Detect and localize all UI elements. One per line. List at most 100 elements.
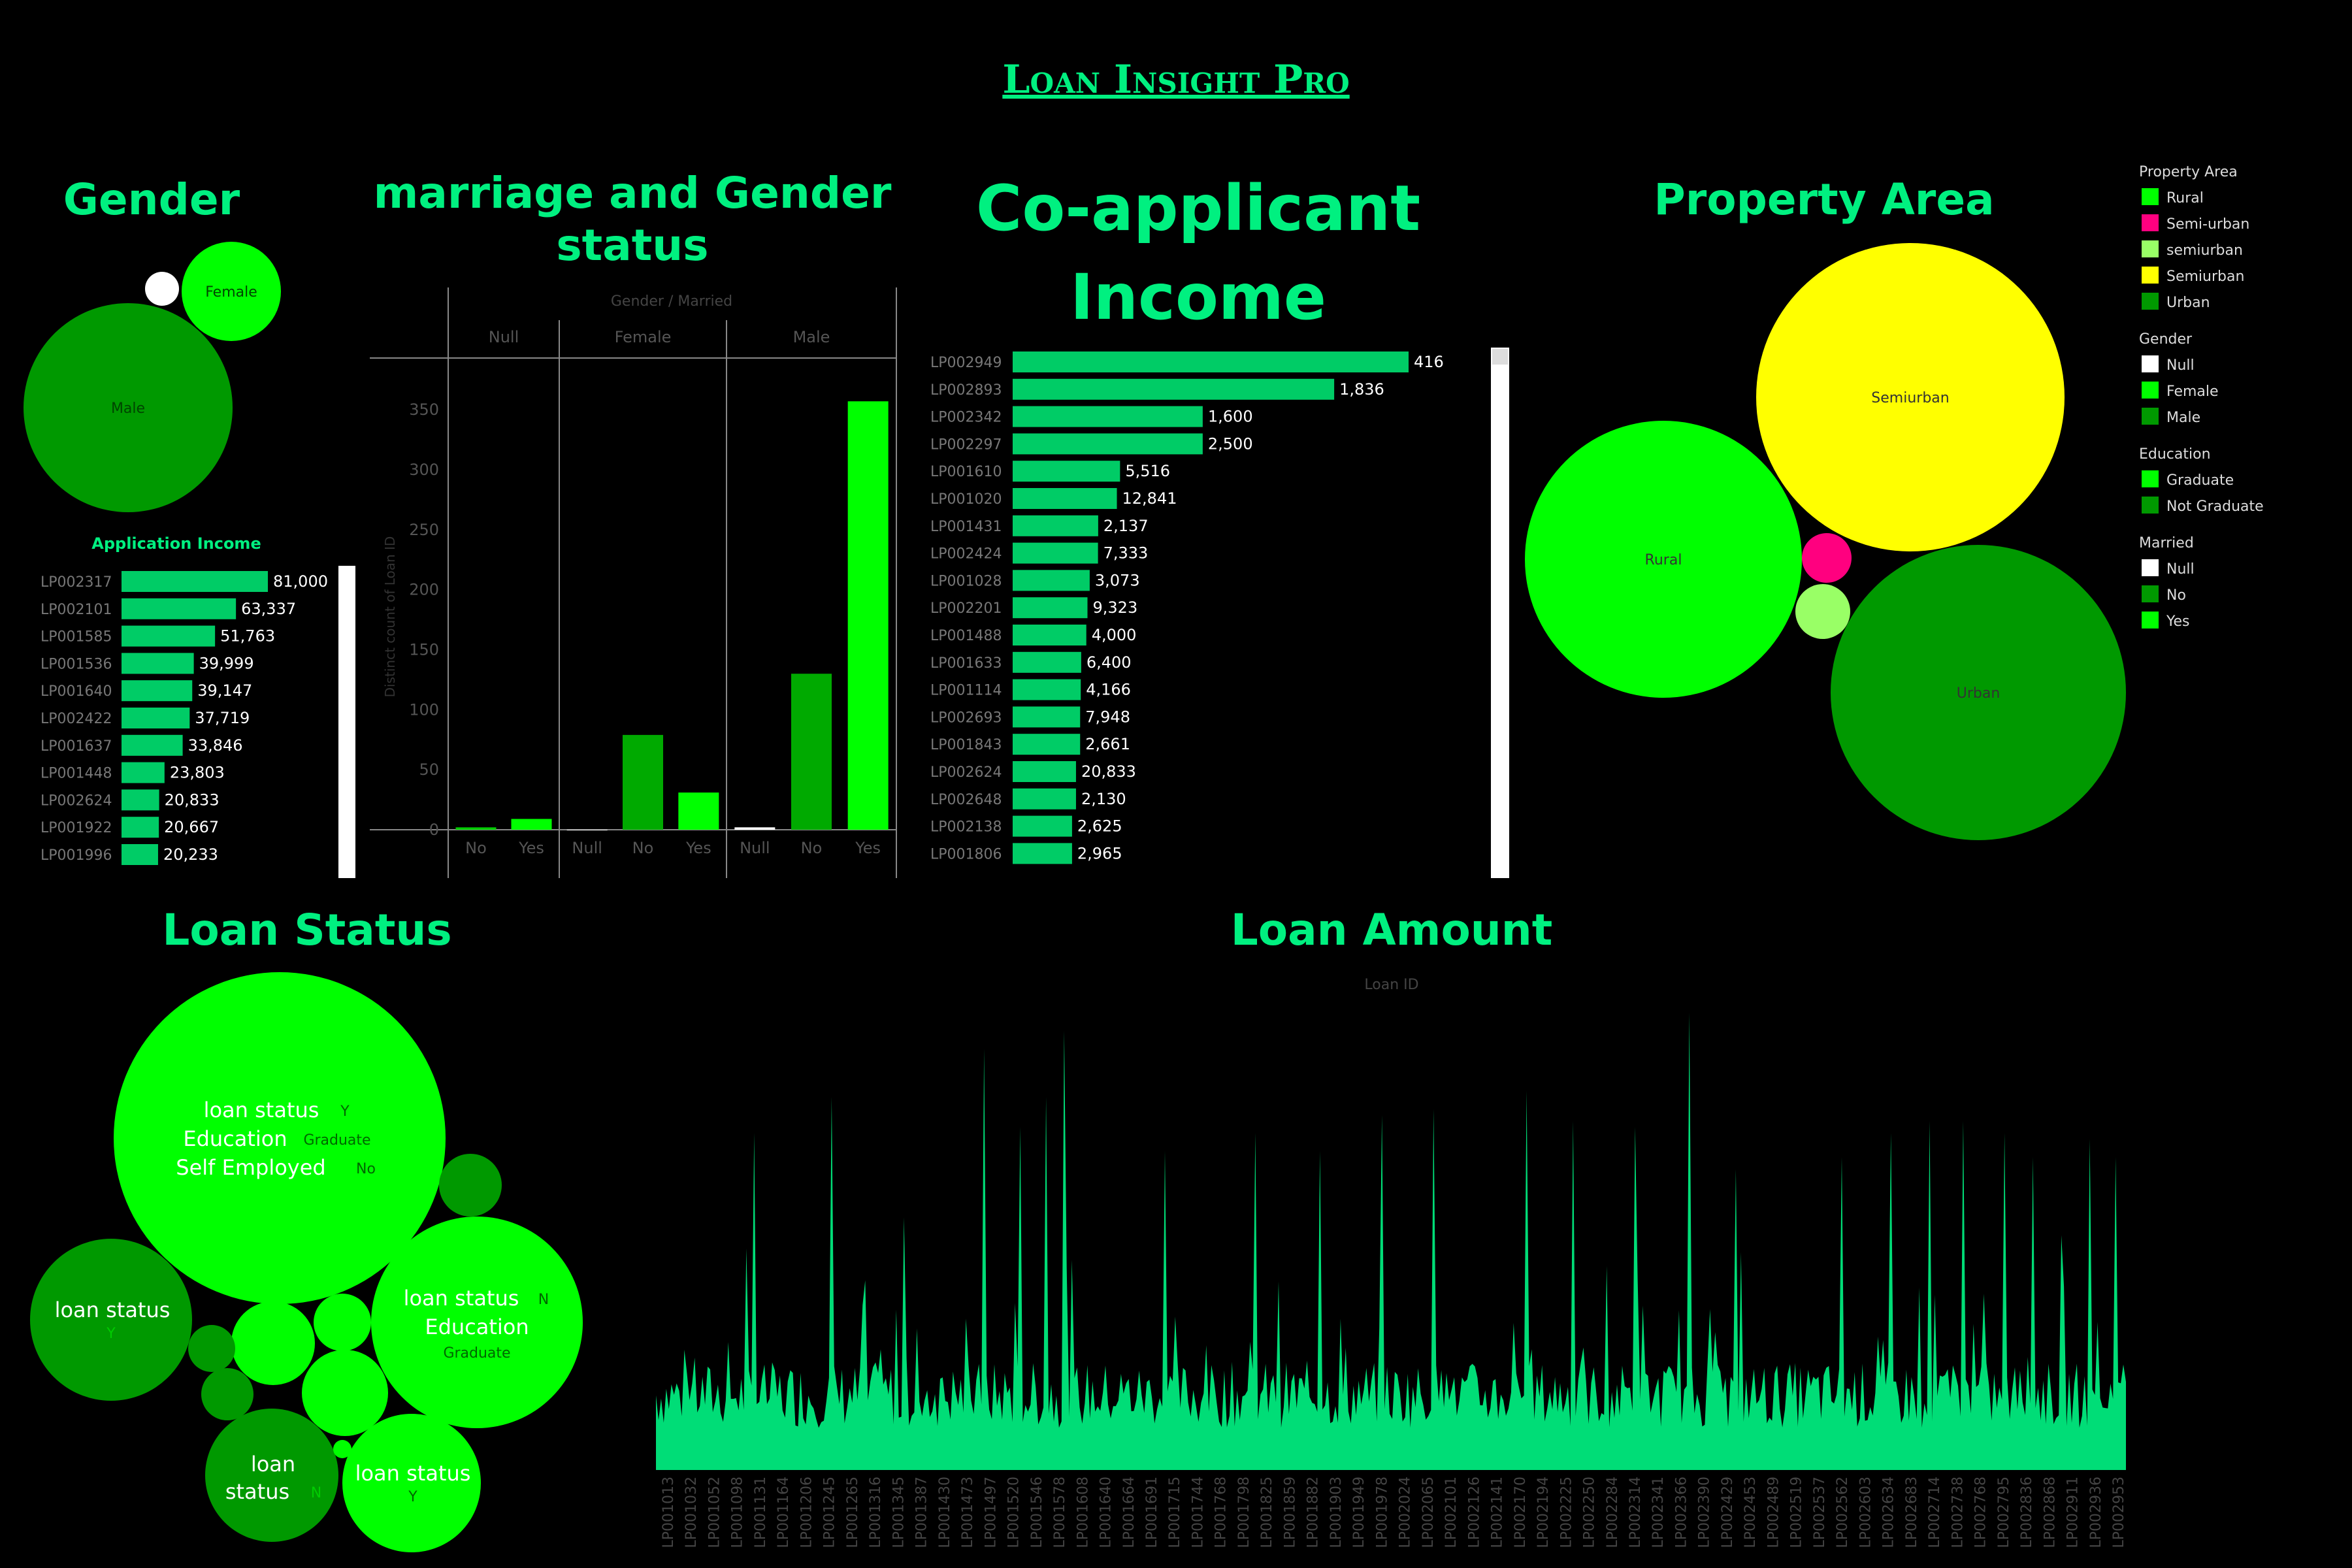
- coapplicant-bar[interactable]: [1013, 734, 1081, 755]
- coapplicant-bar[interactable]: [1013, 679, 1081, 700]
- application-income-bar[interactable]: [122, 571, 268, 592]
- legend-swatch: [2142, 470, 2159, 487]
- property-bubble-rural[interactable]: [1525, 421, 1802, 698]
- legend-item-label[interactable]: Rural: [2166, 190, 2204, 206]
- application-income-bar[interactable]: [122, 708, 190, 728]
- legend-swatch: [2142, 188, 2159, 205]
- loan-amount-x-tick: LP002141: [1490, 1477, 1506, 1548]
- gender-bubble-male[interactable]: [24, 303, 233, 512]
- loan-status-bubble[interactable]: [205, 1409, 338, 1542]
- mg-y-tick: 350: [409, 400, 439, 419]
- mg-bar-null-yes[interactable]: [511, 819, 552, 830]
- coapplicant-value: 9,323: [1093, 598, 1138, 617]
- application-income-bar[interactable]: [122, 844, 158, 865]
- coapplicant-bar[interactable]: [1013, 406, 1203, 427]
- mg-bar-male-null[interactable]: [734, 827, 776, 830]
- loan-amount-x-tick: LP002024: [1397, 1477, 1414, 1548]
- application-income-bar[interactable]: [122, 762, 165, 783]
- loan-amount-x-tick: LP002489: [1765, 1477, 1782, 1548]
- legend-item-label[interactable]: Semi-urban: [2166, 216, 2249, 233]
- loan-status-bubble[interactable]: [371, 1217, 583, 1428]
- application-income-bar[interactable]: [122, 653, 194, 674]
- coapplicant-bar[interactable]: [1013, 515, 1098, 536]
- legend-item-label[interactable]: Female: [2166, 384, 2219, 400]
- loan-amount-x-tick: LP002314: [1627, 1477, 1644, 1548]
- loan-amount-x-tick: LP001715: [1167, 1477, 1183, 1548]
- coapplicant-bar[interactable]: [1013, 706, 1081, 728]
- legend-item-label[interactable]: No: [2166, 587, 2186, 604]
- marriage-gender-title-line1: marriage and Gender: [374, 168, 892, 218]
- application-income-value: 20,233: [163, 845, 218, 864]
- coapplicant-scrollbar-thumb[interactable]: [1492, 349, 1508, 365]
- legend-swatch: [2142, 293, 2159, 310]
- loan-status-bubble[interactable]: [231, 1301, 315, 1385]
- loan-status-bubble[interactable]: [439, 1154, 502, 1217]
- mg-bar-male-no[interactable]: [791, 674, 832, 830]
- coapplicant-bar[interactable]: [1013, 843, 1072, 864]
- loan-status-bubble[interactable]: [314, 1294, 371, 1351]
- legend-item-label[interactable]: Not Graduate: [2166, 498, 2264, 515]
- loan-status-bubble[interactable]: [30, 1239, 192, 1401]
- property-bubble-urban[interactable]: [1831, 545, 2126, 840]
- loan-status-bubble[interactable]: [188, 1325, 235, 1372]
- property-bubble-minor-3[interactable]: [1802, 533, 1852, 583]
- coapplicant-bar[interactable]: [1013, 461, 1120, 482]
- legend-swatch: [2142, 559, 2159, 576]
- loan-amount-x-tick: LP002284: [1605, 1477, 1621, 1548]
- mg-bar-null-no[interactable]: [455, 827, 497, 830]
- loan-amount-area[interactable]: [656, 1013, 2126, 1470]
- mg-x-tick: No: [632, 839, 654, 857]
- gender-bubble-null[interactable]: [145, 272, 179, 306]
- loan-status-bubble[interactable]: [333, 1440, 351, 1458]
- application-income-bar[interactable]: [122, 598, 237, 619]
- loan-amount-x-tick: LP001032: [683, 1477, 700, 1548]
- application-income-id: LP001536: [41, 656, 112, 672]
- legend-swatch: [2142, 240, 2159, 257]
- legend-item-label[interactable]: Semiurban: [2166, 269, 2244, 285]
- loan-status-bubble[interactable]: [342, 1414, 481, 1552]
- property-bubble-minor-4[interactable]: [1795, 584, 1850, 639]
- legend-item-label[interactable]: Null: [2166, 561, 2195, 578]
- coapplicant-bar[interactable]: [1013, 433, 1203, 455]
- coapplicant-bar[interactable]: [1013, 651, 1081, 673]
- loan-status-bubble[interactable]: [302, 1350, 388, 1436]
- loan-amount-x-tick: LP002738: [1950, 1477, 1966, 1548]
- coapplicant-bar[interactable]: [1013, 815, 1072, 837]
- coapplicant-scrollbar[interactable]: [1491, 348, 1509, 878]
- legend-item-label[interactable]: Male: [2166, 410, 2200, 426]
- application-income-bar[interactable]: [122, 680, 193, 702]
- property-bubble-semiurban[interactable]: [1756, 243, 2065, 551]
- application-income-bar[interactable]: [122, 817, 159, 838]
- coapplicant-bar[interactable]: [1013, 542, 1098, 564]
- loan-status-bubble[interactable]: [201, 1368, 253, 1420]
- application-income-bar[interactable]: [122, 789, 159, 811]
- coapplicant-bar[interactable]: [1013, 570, 1090, 591]
- application-income-scrollbar[interactable]: [338, 566, 355, 878]
- legend-section-title: Education: [2139, 446, 2211, 463]
- coapplicant-bar[interactable]: [1013, 597, 1088, 619]
- application-income-id: LP001448: [41, 766, 112, 782]
- application-income-bar[interactable]: [122, 734, 183, 756]
- legend-item-label[interactable]: Urban: [2166, 295, 2210, 311]
- application-income-id: LP001637: [41, 738, 112, 755]
- coapplicant-bar[interactable]: [1013, 488, 1117, 509]
- application-income-bar[interactable]: [122, 625, 216, 647]
- legend-item-label[interactable]: Null: [2166, 357, 2195, 374]
- coapplicant-bar[interactable]: [1013, 761, 1076, 782]
- mg-x-tick: Yes: [685, 839, 711, 857]
- coapplicant-bar[interactable]: [1013, 625, 1086, 645]
- legend-item-label[interactable]: Yes: [2166, 613, 2190, 630]
- legend-item-label[interactable]: Graduate: [2166, 472, 2234, 489]
- coapplicant-bar[interactable]: [1013, 788, 1076, 809]
- mg-y-tick: 50: [419, 760, 439, 779]
- coapplicant-bar[interactable]: [1013, 351, 1409, 372]
- coapplicant-id: LP001114: [930, 683, 1002, 699]
- mg-bar-female-no[interactable]: [623, 734, 663, 830]
- gender-bubble-female[interactable]: [182, 242, 281, 341]
- mg-bar-male-yes[interactable]: [847, 401, 889, 830]
- legend-item-label[interactable]: semiurban: [2166, 242, 2243, 259]
- coapplicant-bar[interactable]: [1013, 378, 1335, 400]
- loan-status-bubble[interactable]: [114, 972, 446, 1304]
- mg-bar-female-yes[interactable]: [678, 792, 719, 830]
